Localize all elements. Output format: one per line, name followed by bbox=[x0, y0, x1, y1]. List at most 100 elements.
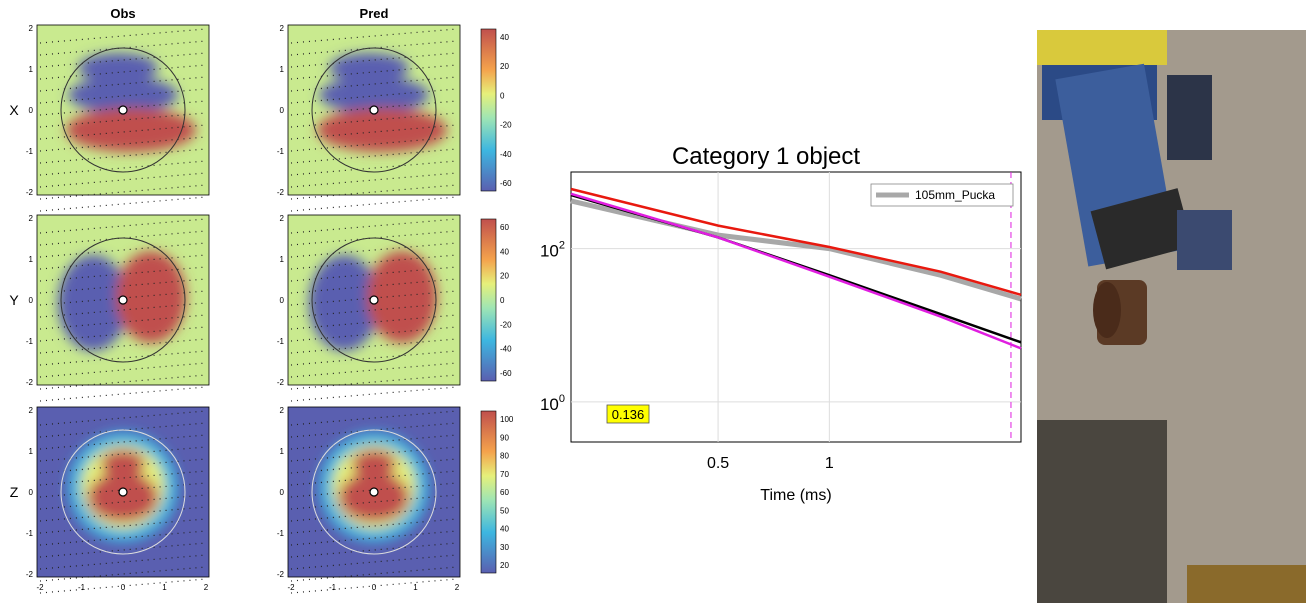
y-tick-label: 1 bbox=[280, 447, 285, 456]
panel-title-obs: Obs bbox=[110, 6, 135, 21]
search-circle bbox=[311, 429, 437, 555]
y-tick-label: -1 bbox=[26, 529, 34, 538]
positive-lobe bbox=[367, 251, 437, 343]
survey-track bbox=[290, 374, 458, 390]
colorbar-tick-label: -20 bbox=[500, 121, 512, 130]
y-tick-label: -1 bbox=[277, 147, 285, 156]
x-tick-label: 1 bbox=[825, 455, 834, 472]
x-tick-label: 2 bbox=[204, 583, 209, 592]
y-tick-label: 1 bbox=[29, 65, 34, 74]
y-tick-label: 2 bbox=[280, 214, 285, 223]
x-tick-label: 0.5 bbox=[707, 455, 729, 472]
survey-track bbox=[39, 470, 207, 486]
excavation-photo bbox=[1037, 30, 1306, 603]
survey-track bbox=[290, 518, 458, 534]
survey-track bbox=[39, 458, 207, 474]
y-tick-label: -2 bbox=[26, 570, 34, 579]
survey-track bbox=[290, 254, 458, 270]
y-tick-label: 2 bbox=[29, 214, 34, 223]
survey-track bbox=[39, 554, 207, 570]
survey-track bbox=[290, 566, 458, 582]
colorbar bbox=[480, 28, 497, 192]
row-label-x: X bbox=[9, 102, 19, 118]
anomaly-blobs bbox=[68, 432, 178, 542]
x-tick-label: 2 bbox=[455, 583, 460, 592]
negative-lobe bbox=[68, 77, 178, 113]
survey-track bbox=[39, 530, 207, 546]
anomaly-blobs bbox=[309, 251, 437, 351]
survey-track bbox=[39, 254, 207, 270]
survey-track bbox=[39, 112, 207, 128]
survey-track bbox=[39, 314, 207, 330]
colorbar-tick-label: -40 bbox=[500, 345, 512, 354]
colorbar-tick-label: 30 bbox=[500, 543, 509, 552]
y-tick-label: 1 bbox=[280, 255, 285, 264]
negative-lobe bbox=[329, 53, 409, 83]
y-tick-label: -1 bbox=[277, 529, 285, 538]
survey-track bbox=[39, 76, 207, 92]
y-tick-label: 1 bbox=[29, 255, 34, 264]
survey-track bbox=[290, 362, 458, 378]
survey-track bbox=[290, 160, 458, 176]
survey-track bbox=[290, 494, 458, 510]
colorbar-tick-label: -60 bbox=[500, 179, 512, 188]
survey-track bbox=[39, 422, 207, 438]
chart-title: Category 1 object bbox=[672, 143, 860, 170]
y-tick-label: -2 bbox=[26, 378, 34, 387]
survey-track bbox=[290, 386, 458, 402]
row-label-y: Y bbox=[9, 292, 19, 308]
anomaly-blobs bbox=[319, 432, 429, 542]
survey-track bbox=[290, 172, 458, 188]
y-tick-label: 1 bbox=[29, 447, 34, 456]
center-marker bbox=[118, 105, 128, 115]
colorbar-tick-label: 100 bbox=[500, 415, 514, 424]
survey-track bbox=[39, 350, 207, 366]
y-tick-label: 0 bbox=[29, 106, 34, 115]
survey-track bbox=[290, 458, 458, 474]
survey-track bbox=[290, 338, 458, 354]
survey-track bbox=[39, 494, 207, 510]
panel-title-pred: Pred bbox=[360, 6, 389, 21]
survey-track bbox=[290, 100, 458, 116]
survey-track bbox=[290, 530, 458, 546]
survey-track bbox=[39, 136, 207, 152]
colorbar-tick-label: 20 bbox=[500, 62, 509, 71]
survey-track bbox=[39, 100, 207, 116]
survey-track bbox=[39, 362, 207, 378]
survey-track bbox=[290, 124, 458, 140]
survey-track bbox=[39, 218, 207, 234]
colorbar-tick-label: -40 bbox=[500, 150, 512, 159]
survey-track bbox=[39, 148, 207, 164]
survey-track bbox=[39, 88, 207, 104]
survey-track bbox=[39, 124, 207, 140]
search-circle bbox=[311, 47, 437, 173]
heatmap-panel: 2 1 0 -1 -2 bbox=[277, 24, 461, 212]
y-tick-label: 2 bbox=[29, 24, 34, 33]
y-tick-label: 0 bbox=[280, 106, 285, 115]
colorbar-tick-label: 40 bbox=[500, 525, 509, 534]
colorbar-tick-label: 20 bbox=[500, 561, 509, 570]
x-tick-label: 1 bbox=[162, 583, 167, 592]
survey-track bbox=[39, 374, 207, 390]
heatmap-panel: 2 1 0 -1 -2-2 -1 0 1 2 bbox=[277, 406, 461, 594]
heatmap-panel: 2 1 0 -1 -2-2 -1 0 1 2 bbox=[26, 406, 210, 594]
y-tick-label: 102 bbox=[540, 240, 565, 261]
colorbar-tick-label: 50 bbox=[500, 506, 509, 515]
x-tick-label: -2 bbox=[287, 583, 295, 592]
colorbar-tick-label: -60 bbox=[500, 369, 512, 378]
y-tick-label: -1 bbox=[26, 147, 34, 156]
survey-track bbox=[39, 338, 207, 354]
colorbar bbox=[480, 218, 497, 382]
y-tick-label: -1 bbox=[26, 337, 34, 346]
peak-lobe bbox=[88, 472, 158, 522]
y-tick-label: 1 bbox=[280, 65, 285, 74]
anomaly-blobs bbox=[66, 53, 196, 152]
survey-track bbox=[39, 386, 207, 402]
x-axis-label: Time (ms) bbox=[760, 487, 831, 504]
search-circle bbox=[60, 47, 186, 173]
colorbar-tick-label: 60 bbox=[500, 223, 509, 232]
legend-entry: 105mm_Pucka bbox=[915, 188, 995, 202]
anomaly-blobs bbox=[58, 251, 186, 351]
survey-track bbox=[290, 76, 458, 92]
x-tick-label: -1 bbox=[78, 583, 86, 592]
